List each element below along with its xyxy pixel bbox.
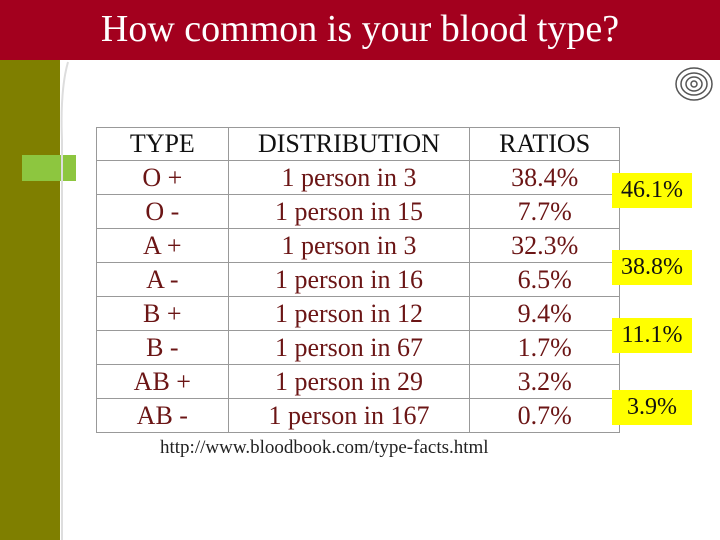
table-row: A +1 person in 3 32.3% (96, 228, 620, 263)
table-cell: 1 person in 16 (227, 262, 471, 297)
table-cell: 38.4% (469, 160, 620, 195)
table-row: O -1 person in 15 7.7% (96, 194, 620, 229)
table-cell: 1 person in 12 (227, 296, 471, 331)
side-bar (0, 60, 60, 540)
title-bar (0, 0, 720, 60)
table-cell: 1 person in 67 (227, 330, 471, 365)
table-cell: O + (96, 160, 229, 195)
table-cell: AB + (96, 364, 229, 399)
group-total: 3.9% (612, 390, 692, 425)
table-row: B +1 person in 12 9.4% (96, 296, 620, 331)
column-header: TYPE (96, 127, 229, 161)
header-row: TYPE DISTRIBUTION RATIOS (96, 127, 620, 161)
group-total: 11.1% (612, 318, 692, 353)
table-cell: A + (96, 228, 229, 263)
table-cell: 6.5% (469, 262, 620, 297)
divider-curve (60, 61, 69, 540)
table-body: O +1 person in 3 38.4% O -1 person in 15 7.… (96, 160, 620, 433)
table-cell: B - (96, 330, 229, 365)
title: How common is your blood type? (100, 8, 620, 50)
group-total: 46.1% (612, 173, 692, 208)
fingerprint-icon (675, 67, 713, 101)
table-cell: 3.2% (469, 364, 620, 399)
column-header: DISTRIBUTION (227, 127, 471, 161)
table-cell: AB - (96, 398, 229, 433)
table-cell: 32.3% (469, 228, 620, 263)
table-cell: 9.4% (469, 296, 620, 331)
table-cell: 1 person in 167 (227, 398, 471, 433)
table-row: A -1 person in 16 6.5% (96, 262, 620, 297)
table-cell: 1 person in 3 (227, 160, 471, 195)
group-total: 38.8% (612, 250, 692, 285)
table-cell: O - (96, 194, 229, 229)
table-cell: 0.7% (469, 398, 620, 433)
table-cell: 1 person in 29 (227, 364, 471, 399)
table-cell: B + (96, 296, 229, 331)
source: http://www.bloodbook.com/type-facts.html (160, 437, 489, 458)
table-cell: 1.7% (469, 330, 620, 365)
table-row: O +1 person in 3 38.4% (96, 160, 620, 195)
table-cell: A - (96, 262, 229, 297)
table-row: AB -1 person in 167 0.7% (96, 398, 620, 433)
column-header: RATIOS (469, 127, 620, 161)
accent-box (22, 155, 76, 181)
table-cell: 7.7% (469, 194, 620, 229)
table-cell: 1 person in 3 (227, 228, 471, 263)
table-cell: 1 person in 15 (227, 194, 471, 229)
table-row: AB +1 person in 29 3.2% (96, 364, 620, 399)
table-row: B -1 person in 67 1.7% (96, 330, 620, 365)
